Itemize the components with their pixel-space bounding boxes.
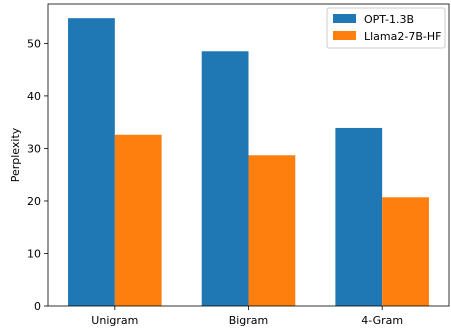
legend-label: Llama2-7B-HF <box>364 30 441 43</box>
bar-unigram-1 <box>68 18 115 307</box>
y-tick-label: 10 <box>27 247 41 260</box>
y-tick-label: 20 <box>27 195 41 208</box>
plot-area: Unigram Bigram 4-Gram 0 10 20 30 40 50 <box>27 3 450 327</box>
bar-bigram-2 <box>248 155 296 306</box>
x-tick-label: Unigram <box>91 314 138 327</box>
y-tick-label: 50 <box>27 37 41 50</box>
y-axis-label: Perplexity <box>9 127 22 182</box>
y-tick-label: 0 <box>34 300 41 313</box>
legend-swatch <box>333 31 356 40</box>
bar-4-gram-2 <box>382 197 429 306</box>
bar-unigram-2 <box>114 134 162 306</box>
bar-bigram-1 <box>201 51 249 306</box>
y-tick-label: 40 <box>27 90 41 103</box>
axes-frame <box>47 3 450 307</box>
legend-swatch <box>333 14 356 23</box>
legend-box <box>326 7 446 49</box>
y-tick-label: 30 <box>27 142 41 155</box>
legend: OPT-1.3B Llama2-7B-HF <box>326 7 446 49</box>
x-tick-label: 4-Gram <box>361 314 403 327</box>
legend-label: OPT-1.3B <box>364 13 414 26</box>
bar-4-gram-1 <box>335 127 383 306</box>
x-tick-label: Bigram <box>229 314 269 327</box>
